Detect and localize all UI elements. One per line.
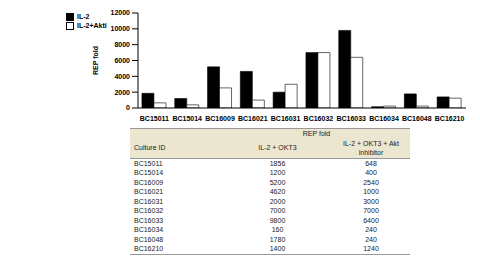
- svg-text:4000: 4000: [114, 73, 130, 80]
- svg-text:0: 0: [126, 104, 130, 111]
- svg-text:BC16048: BC16048: [402, 115, 432, 122]
- html-text:BC16034: BC16034: [134, 226, 164, 233]
- html-text:IL-2+Akti: IL-2+Akti: [77, 22, 107, 29]
- svg-text:BC16033: BC16033: [336, 115, 366, 122]
- html-text:BC15014: BC15014: [134, 169, 164, 176]
- html-text:3000: 3000: [363, 197, 379, 205]
- html-text:BC16032: BC16032: [134, 207, 164, 214]
- html-text:6400: 6400: [363, 216, 379, 224]
- html-text:160: 160: [271, 226, 284, 233]
- svg-text:BC15014: BC15014: [172, 115, 202, 122]
- html-text:IL-2 + OKT3: IL-2 + OKT3: [258, 144, 297, 152]
- html-text:1000: 1000: [363, 188, 379, 195]
- html-text:IL-2 + OKT3 + Akt inhibitor: IL-2 + OKT3 + Akt inhibitor: [343, 139, 399, 156]
- svg-text:6000: 6000: [114, 57, 130, 64]
- html-text:2540: 2540: [363, 178, 379, 186]
- html-text:240: 240: [365, 226, 377, 233]
- html-text:2000: 2000: [269, 197, 286, 205]
- html-text:7000: 7000: [363, 207, 379, 214]
- svg-text:BC16032: BC16032: [304, 115, 334, 122]
- svg-text:BC16009: BC16009: [205, 115, 235, 122]
- html-text:REP fold: REP fold: [302, 130, 331, 137]
- html-text:IL-2: IL-2: [77, 13, 90, 20]
- html-text:BC16210: BC16210: [134, 245, 164, 252]
- svg-text:BC16210: BC16210: [435, 115, 465, 122]
- html-text:BC16031: BC16031: [134, 197, 164, 205]
- svg-text:REP fold: REP fold: [92, 46, 99, 75]
- svg-text:BC15011: BC15011: [140, 115, 169, 122]
- html-text:4620: 4620: [269, 188, 286, 195]
- svg-text:BC16034: BC16034: [369, 115, 399, 122]
- svg-text:2000: 2000: [114, 89, 130, 96]
- html-text:Culture ID: Culture ID: [134, 144, 166, 152]
- html-text:BC16009: BC16009: [134, 178, 164, 186]
- html-text:BC16033: BC16033: [134, 216, 164, 224]
- html-text:240: 240: [365, 235, 377, 243]
- html-text:400: 400: [365, 169, 377, 176]
- svg-text:10000: 10000: [111, 25, 131, 32]
- html-text:5200: 5200: [269, 178, 286, 186]
- svg-text:BC16021: BC16021: [238, 115, 268, 122]
- html-text:1856: 1856: [269, 159, 286, 167]
- svg-text:BC16031: BC16031: [271, 115, 301, 122]
- svg-text:8000: 8000: [114, 41, 130, 48]
- html-text:7000: 7000: [269, 207, 286, 214]
- html-text:1200: 1200: [269, 169, 286, 176]
- html-text:1240: 1240: [363, 245, 379, 252]
- html-text:BC16048: BC16048: [134, 235, 164, 243]
- html-text:9800: 9800: [269, 216, 286, 224]
- html-text:1400: 1400: [269, 245, 286, 252]
- html-text:BC15011: BC15011: [134, 159, 163, 167]
- svg-text:12000: 12000: [111, 9, 131, 16]
- html-text:1780: 1780: [269, 235, 286, 243]
- html-text:BC16021: BC16021: [134, 188, 164, 195]
- html-text:648: 648: [365, 159, 377, 167]
